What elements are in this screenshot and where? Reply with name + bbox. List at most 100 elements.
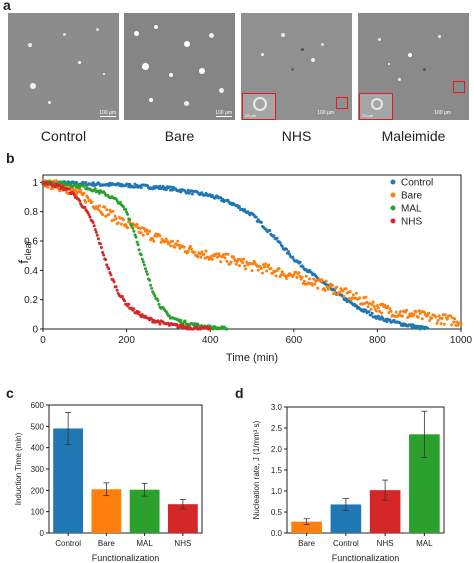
series-bare [41,179,463,327]
data-point [83,205,87,209]
data-point [269,267,273,271]
data-point [320,278,324,282]
data-point [234,262,238,266]
data-point [78,199,82,203]
data-point [300,275,304,279]
data-point [134,235,138,239]
data-point [164,188,168,192]
legend-label: NHS [401,217,422,228]
data-point [355,304,358,308]
data-point [173,245,177,249]
data-point [388,318,392,322]
data-point [55,179,59,183]
data-point [92,224,96,228]
data-point [199,255,203,259]
data-point [274,274,278,278]
data-point [158,234,162,238]
y-tick-label: 0 [32,325,38,336]
data-point [113,214,117,218]
y-tick-label: 0.8 [24,207,38,218]
data-point [265,269,269,273]
plot-frame [42,174,462,330]
x-tick-label: 600 [285,335,302,346]
data-point [219,260,223,264]
data-point [109,273,113,277]
data-point [118,200,122,204]
data-point [126,212,130,216]
data-point [298,260,302,264]
data-point [445,317,449,321]
data-point [123,299,126,303]
micrograph-control: 100 µm [8,13,119,120]
x-tick-label: 1000 [450,335,473,346]
data-point [280,270,284,274]
data-point [145,270,148,273]
data-point [434,315,438,319]
data-point [280,244,284,248]
data-point [331,283,334,287]
data-point [61,185,65,188]
data-point [88,215,92,219]
data-point [137,248,141,252]
data-point [139,186,143,190]
data-point [84,181,88,184]
data-point [105,208,109,212]
panel-label-c: c [6,385,14,401]
data-point [216,255,219,259]
data-point [259,220,263,224]
data-point [315,278,319,282]
panel-label-b: b [6,150,15,166]
data-point [422,310,426,314]
data-point [152,239,156,243]
data-point [223,256,227,260]
panel-label-d: d [235,385,244,401]
data-point [426,326,430,330]
data-point [333,291,337,295]
data-point [308,277,311,281]
data-point [440,317,444,320]
data-point [275,236,279,240]
data-point [135,222,139,226]
scale-bar [216,116,232,117]
data-point [288,252,292,256]
zoom-inset: 25 µm [242,93,276,120]
data-point [427,311,431,315]
legend-marker [390,192,396,198]
data-point [386,304,390,308]
data-point [83,183,87,187]
legend-label: MAL [401,204,422,215]
data-point [103,205,107,209]
data-point [104,258,108,262]
data-point [91,221,95,224]
data-point [261,271,264,275]
data-point [229,260,233,264]
data-point [375,304,379,308]
data-point [225,259,229,263]
data-point [374,309,378,313]
data-point [250,269,254,273]
data-point [369,307,373,311]
data-point [256,268,260,272]
data-point [148,278,152,282]
region-of-interest-box [453,81,465,93]
data-point [259,267,263,270]
data-point [158,184,162,188]
data-point [272,234,276,238]
data-point [348,290,352,294]
data-point [405,308,409,312]
legend-entry-control: Control [390,178,433,189]
data-point [107,213,111,217]
data-point [449,314,453,318]
data-point [401,314,404,318]
data-point [412,313,416,316]
data-point [366,305,370,309]
legend-entry-bare: Bare [390,191,423,202]
data-point [100,246,103,249]
data-point [383,303,387,307]
data-point [344,287,348,291]
data-point [58,184,62,188]
data-point [93,228,97,232]
data-point [342,294,346,298]
data-point [416,315,420,319]
data-point [428,319,432,322]
